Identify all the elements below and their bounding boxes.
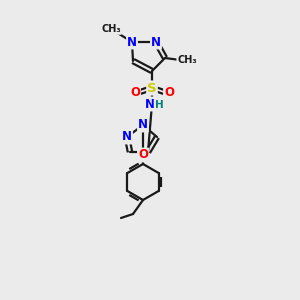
Text: S: S xyxy=(147,82,157,94)
Text: O: O xyxy=(130,85,140,98)
Text: O: O xyxy=(164,85,174,98)
Text: H: H xyxy=(154,100,164,110)
Text: O: O xyxy=(138,148,148,161)
Text: N: N xyxy=(138,118,148,131)
Text: N: N xyxy=(145,98,155,110)
Text: N: N xyxy=(151,35,161,49)
Text: N: N xyxy=(122,130,132,143)
Text: CH₃: CH₃ xyxy=(101,24,121,34)
Text: N: N xyxy=(127,35,137,49)
Text: CH₃: CH₃ xyxy=(177,55,197,65)
